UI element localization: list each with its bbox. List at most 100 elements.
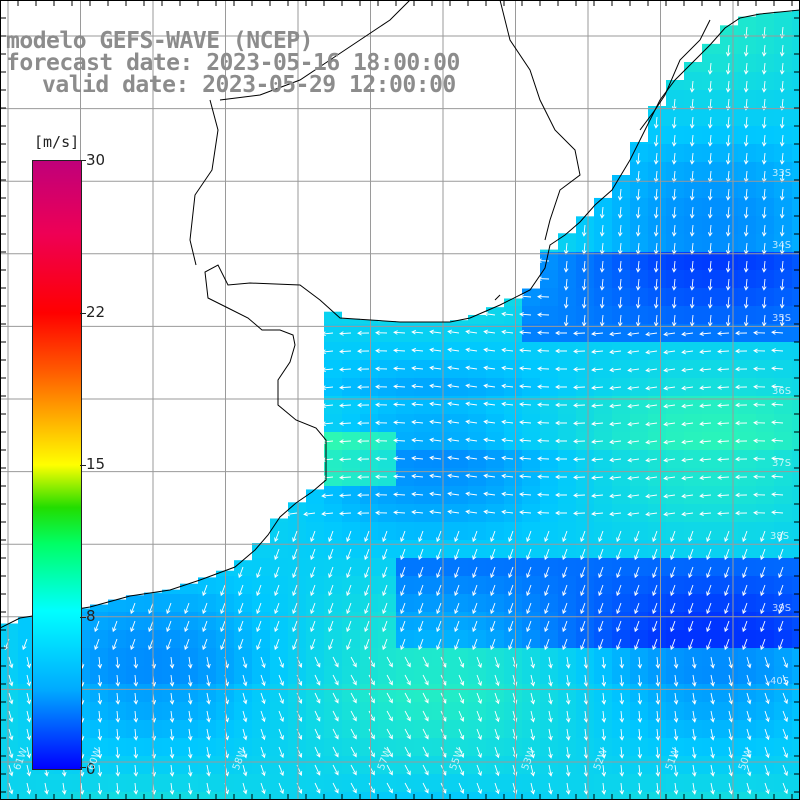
wind-speed-cell xyxy=(792,468,800,486)
border-line xyxy=(189,99,219,266)
wind-vector xyxy=(710,710,715,723)
wind-vector xyxy=(483,491,496,497)
wind-vector xyxy=(422,728,429,740)
wind-vector xyxy=(645,367,658,373)
wind-vector xyxy=(782,710,788,723)
wind-vector xyxy=(735,330,748,336)
wind-vector xyxy=(663,439,676,445)
wind-vector xyxy=(115,710,121,723)
wind-vector xyxy=(548,656,553,669)
wind-vector xyxy=(710,656,715,669)
wind-vector xyxy=(429,473,442,479)
wind-vector xyxy=(519,474,532,479)
wind-speed-cell xyxy=(792,594,800,612)
wind-vector xyxy=(681,331,694,337)
wind-vector xyxy=(707,80,713,93)
wind-vector xyxy=(242,728,248,741)
wind-vector xyxy=(364,530,370,543)
wind-vector xyxy=(169,710,175,723)
wind-vector xyxy=(689,152,695,165)
wind-vector xyxy=(260,710,266,723)
wind-vector xyxy=(619,746,625,759)
wind-vector xyxy=(707,206,713,219)
wind-vector xyxy=(465,383,478,389)
wind-vector xyxy=(537,492,550,497)
wind-vector xyxy=(689,296,695,309)
wind-vector xyxy=(627,439,640,445)
wind-vector xyxy=(357,438,370,444)
wind-vector xyxy=(717,439,730,444)
wind-speed-cell xyxy=(288,792,306,800)
wind-vector xyxy=(465,347,478,353)
wind-vector xyxy=(375,492,388,498)
wind-vector xyxy=(544,548,550,561)
wind-speed-cell xyxy=(792,180,800,198)
forecast-date: forecast date: 2023-05-16 18:00:00 xyxy=(6,50,460,76)
wind-vector xyxy=(671,224,677,237)
wind-vector xyxy=(133,746,139,759)
wind-vector xyxy=(418,620,424,633)
wind-vector xyxy=(548,674,553,687)
wind-vector xyxy=(681,385,694,391)
wind-vector xyxy=(580,620,586,633)
wind-vector xyxy=(501,347,514,353)
wind-speed-cell xyxy=(18,792,36,800)
wind-vector xyxy=(637,728,643,741)
wind-vector xyxy=(148,620,154,633)
wind-vector xyxy=(761,170,767,183)
wind-vector xyxy=(386,728,393,740)
wind-vector xyxy=(8,692,14,705)
wind-vector xyxy=(350,710,357,722)
wind-vector xyxy=(8,656,14,669)
wind-vector xyxy=(187,692,193,705)
wind-vector xyxy=(673,746,679,759)
wind-vector xyxy=(544,602,550,615)
wind-vector xyxy=(187,728,193,741)
wind-vector xyxy=(617,206,623,219)
wind-vector xyxy=(447,473,460,479)
wind-vector xyxy=(565,764,571,777)
wind-vector xyxy=(779,98,785,111)
wind-vector xyxy=(375,384,388,390)
wind-vector xyxy=(357,456,370,462)
wind-vector xyxy=(292,602,298,615)
wind-vector xyxy=(573,385,586,390)
wind-vector xyxy=(447,365,460,371)
wind-vector xyxy=(393,492,406,497)
wind-vector xyxy=(544,620,550,633)
wind-vector xyxy=(778,638,784,651)
wind-vector xyxy=(321,331,334,337)
wind-vector xyxy=(562,602,568,615)
wind-vector xyxy=(526,566,532,579)
wind-vector xyxy=(339,367,352,372)
wind-speed-cell xyxy=(792,396,800,414)
wind-vector xyxy=(645,439,658,445)
wind-vector xyxy=(637,746,643,759)
wind-vector xyxy=(393,366,406,371)
wind-speed-cell xyxy=(792,306,800,324)
wind-vector xyxy=(743,62,749,75)
wind-vector xyxy=(26,764,32,777)
wind-vector xyxy=(735,366,748,372)
wind-vector xyxy=(508,566,514,579)
wind-vector xyxy=(328,530,334,543)
wind-speed-cell xyxy=(792,738,800,756)
wind-vector xyxy=(548,746,553,759)
wind-vector xyxy=(328,638,334,651)
wind-vector xyxy=(753,348,766,354)
wind-vector xyxy=(400,620,406,633)
wind-vector xyxy=(501,365,514,371)
wind-vector xyxy=(490,620,496,633)
wind-vector xyxy=(746,656,752,669)
wind-vector xyxy=(710,674,715,687)
wind-vector xyxy=(601,692,607,705)
model-title: modelo GEFS-WAVE (NCEP) xyxy=(6,28,314,54)
wind-vector xyxy=(418,566,424,579)
wind-vector xyxy=(375,330,388,336)
wind-vector xyxy=(519,384,532,389)
wind-vector xyxy=(404,764,411,776)
wind-speed-cell xyxy=(162,589,180,594)
wind-vector xyxy=(411,509,424,515)
wind-speed-cell xyxy=(792,666,800,684)
wind-vector xyxy=(601,710,607,723)
